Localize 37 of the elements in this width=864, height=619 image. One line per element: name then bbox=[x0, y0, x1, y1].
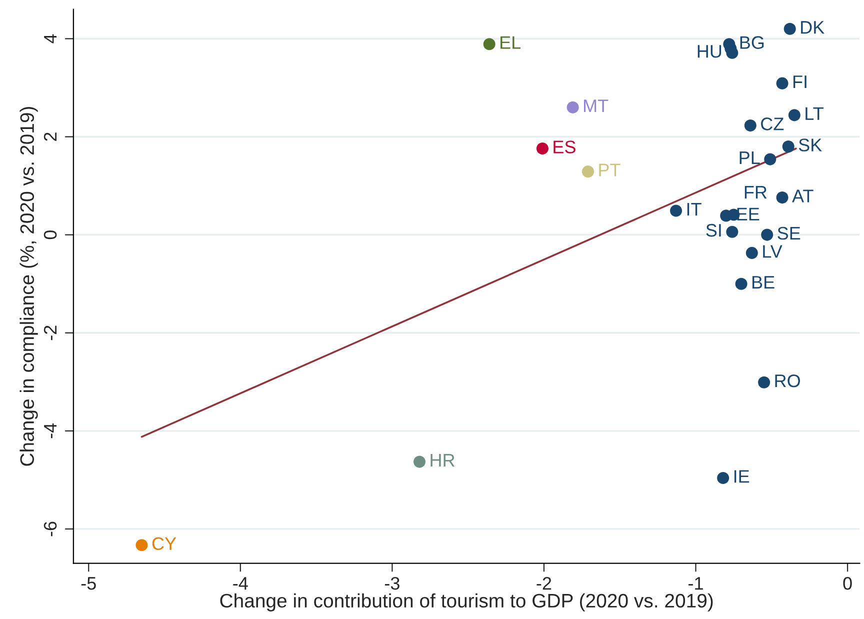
series-label: FI bbox=[793, 76, 806, 88]
x-tick-label: -3 bbox=[384, 576, 400, 590]
series-label: IE bbox=[734, 470, 750, 483]
x-tick-label: -5 bbox=[81, 577, 96, 590]
series-label: BE bbox=[752, 276, 774, 289]
series-label: LT bbox=[806, 107, 824, 120]
y-tick-label: 4 bbox=[44, 34, 56, 44]
y-tick-label: 2 bbox=[44, 132, 56, 141]
series-label: FR bbox=[744, 186, 767, 198]
series-label: IT bbox=[687, 203, 702, 216]
series-label: AT bbox=[792, 190, 814, 202]
x-tick-label: -1 bbox=[688, 577, 703, 590]
y-tick-label: -2 bbox=[44, 326, 56, 340]
series-label: HU bbox=[698, 45, 722, 58]
y-tick-label: 0 bbox=[44, 230, 57, 240]
series-label: RO bbox=[775, 374, 800, 388]
x-tick-label: 0 bbox=[843, 576, 852, 590]
series-label: LV bbox=[763, 245, 782, 258]
x-tick-label: -2 bbox=[536, 576, 552, 590]
x-axis-title: Change in contribution of tourism to GDP (2020 vs. 2019) bbox=[220, 593, 713, 612]
series-label: EL bbox=[500, 36, 521, 49]
x-tick-label: -4 bbox=[233, 577, 248, 590]
series-label: SK bbox=[798, 138, 822, 152]
series-label: DK bbox=[801, 21, 824, 34]
series-label: SI bbox=[706, 224, 721, 237]
series-label: MT bbox=[584, 100, 608, 112]
series-label: PL bbox=[740, 152, 760, 164]
series-label: ES bbox=[554, 140, 576, 154]
series-label: HR bbox=[430, 454, 454, 466]
series-label: CZ bbox=[761, 118, 784, 130]
y-tick-label: -4 bbox=[44, 423, 56, 438]
y-tick-label: -6 bbox=[44, 522, 57, 536]
series-label: CY bbox=[152, 537, 176, 550]
series-label: BG bbox=[740, 36, 764, 49]
series-label: PT bbox=[599, 164, 620, 176]
y-axis-title: Change in compliance (%, 2020 vs. 2019) bbox=[20, 106, 38, 466]
series-label: SE bbox=[778, 226, 800, 240]
